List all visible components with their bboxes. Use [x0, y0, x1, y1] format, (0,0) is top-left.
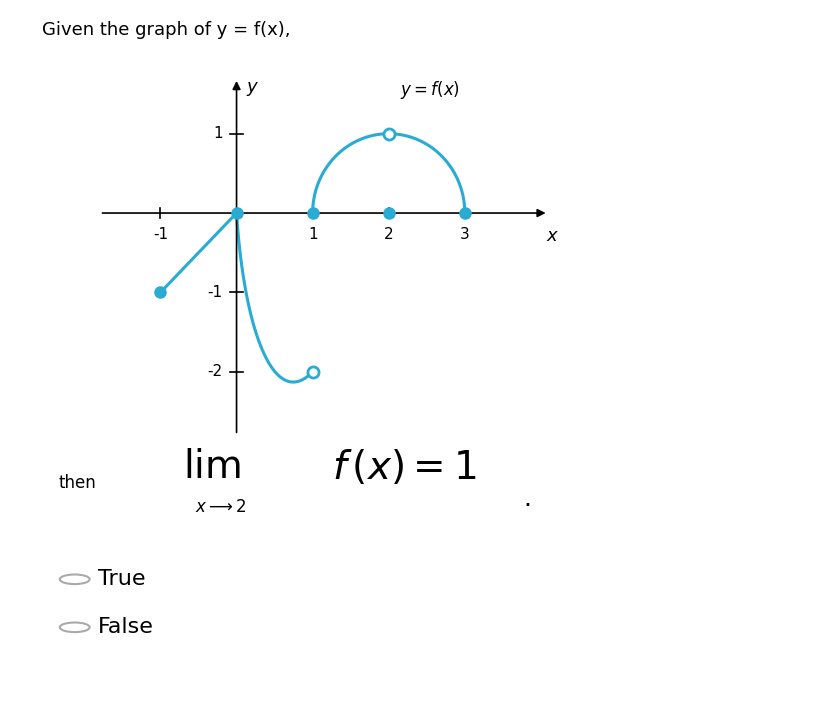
Text: $x$: $x$	[545, 227, 559, 245]
Text: $\lim$: $\lim$	[183, 449, 241, 486]
Text: -2: -2	[208, 364, 222, 379]
Text: 1: 1	[308, 227, 317, 242]
Text: .: .	[523, 487, 531, 511]
Text: $y = f(x)$: $y = f(x)$	[400, 79, 460, 101]
Text: 3: 3	[460, 227, 470, 242]
Text: 1: 1	[213, 126, 222, 141]
Text: False: False	[98, 617, 154, 637]
Text: then: then	[58, 475, 95, 492]
Text: $x\longrightarrow 2$: $x\longrightarrow 2$	[195, 498, 247, 516]
Text: 2: 2	[384, 227, 393, 242]
Text: -1: -1	[208, 285, 222, 300]
Text: $y$: $y$	[246, 80, 259, 98]
Text: True: True	[98, 569, 145, 589]
Text: -1: -1	[153, 227, 168, 242]
Text: Given the graph of y = f(x),: Given the graph of y = f(x),	[42, 21, 290, 39]
Text: $f\,(x) = 1$: $f\,(x) = 1$	[332, 448, 476, 486]
